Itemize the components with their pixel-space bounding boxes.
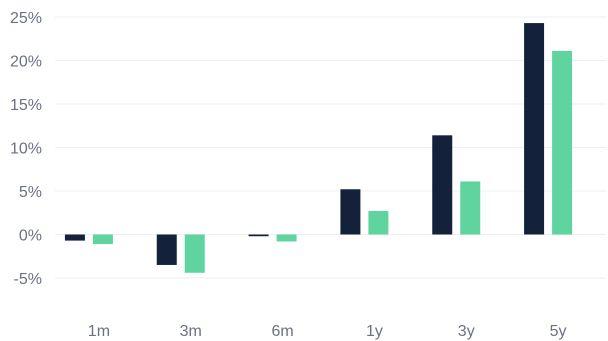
y-tick-label: 0% [19,228,42,245]
y-tick-label: 15% [10,97,42,114]
bar [552,50,573,235]
bar [460,181,481,235]
y-tick-label: 10% [10,141,42,158]
bar [432,135,453,235]
bar [248,234,269,237]
y-tick-label: 25% [10,10,42,27]
y-tick-label: 20% [10,54,42,71]
x-tick-label: 6m [271,323,293,340]
bar [340,189,361,235]
bar [368,211,389,235]
x-tick-label: 3m [180,323,202,340]
bar [184,234,205,273]
x-tick-label: 1y [366,323,383,340]
bar [156,234,177,265]
y-tick-label: -5% [14,271,42,288]
x-tick-label: 1m [88,323,110,340]
bar [524,23,545,235]
x-tick-label: 5y [550,323,567,340]
bar [276,234,297,242]
x-tick-label: 3y [458,323,475,340]
bar [64,234,85,241]
bar [92,234,113,245]
y-tick-label: 5% [19,184,42,201]
